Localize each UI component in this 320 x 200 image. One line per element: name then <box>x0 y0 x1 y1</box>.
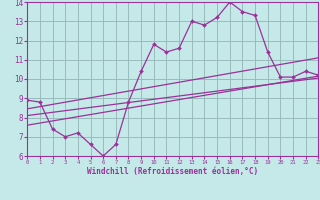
X-axis label: Windchill (Refroidissement éolien,°C): Windchill (Refroidissement éolien,°C) <box>87 167 258 176</box>
